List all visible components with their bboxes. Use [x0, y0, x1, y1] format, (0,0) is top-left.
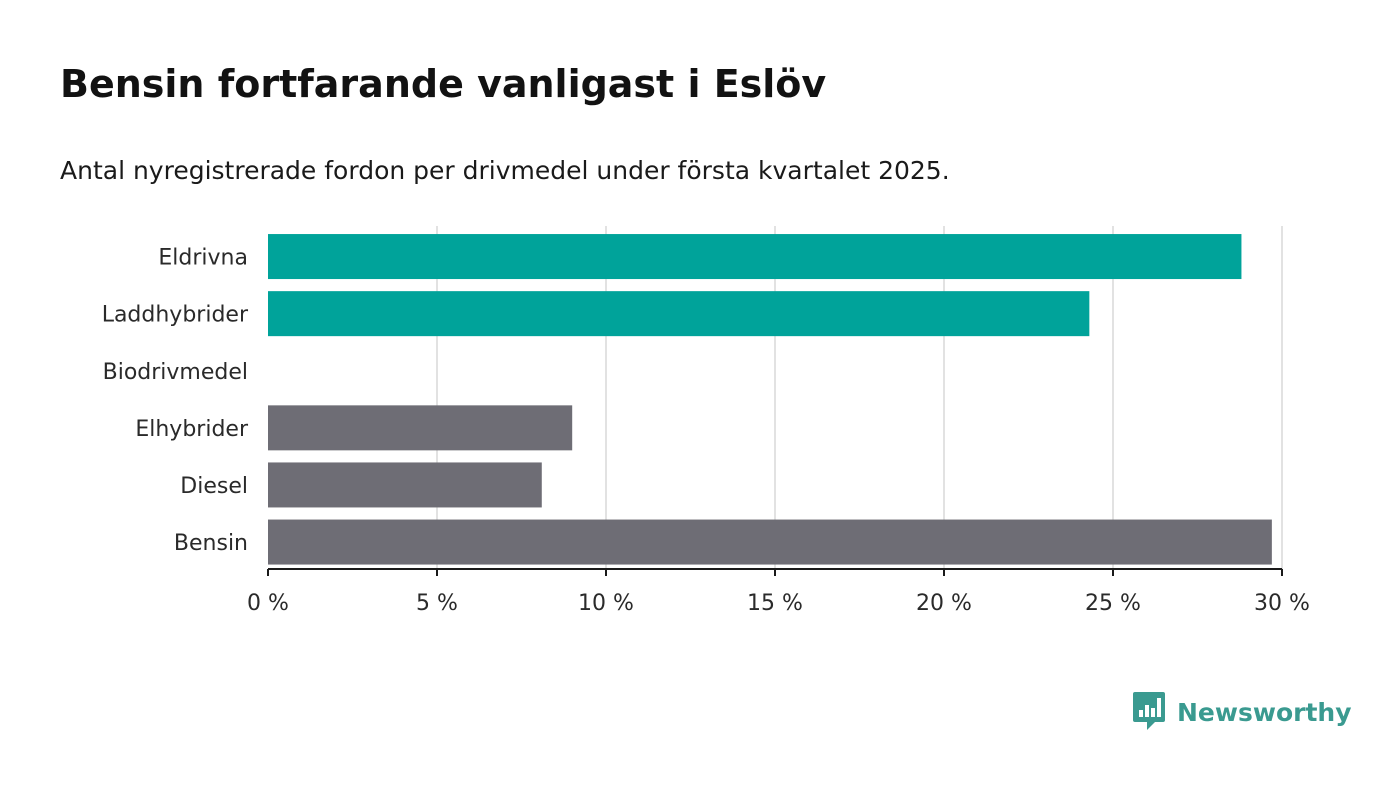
bar-bensin — [268, 519, 1272, 565]
x-tick-label: 25 % — [1085, 591, 1141, 616]
bar-eldrivna — [268, 234, 1242, 280]
bar-elhybrider — [268, 405, 573, 451]
bars — [268, 234, 1272, 565]
newsworthy-logo-icon — [1133, 692, 1165, 730]
chart-subtitle: Antal nyregistrerade fordon per drivmede… — [60, 156, 950, 185]
chart-title: Bensin fortfarande vanligast i Eslöv — [60, 62, 827, 106]
x-tick-label: 20 % — [916, 591, 972, 616]
x-tick-label: 0 % — [247, 591, 289, 616]
x-axis: 0 % 5 % 10 % 15 % 20 % 25 % 30 % — [247, 568, 1310, 616]
category-label: Laddhybrider — [102, 303, 249, 328]
brand-logo: Newsworthy — [1131, 690, 1352, 734]
category-label: Bensin — [174, 531, 248, 556]
category-label: Eldrivna — [158, 246, 248, 271]
bar-diesel — [268, 462, 542, 508]
grid-lines — [436, 226, 1283, 569]
bar-laddhybrider — [268, 291, 1090, 337]
category-label: Elhybrider — [135, 417, 249, 442]
category-label: Biodrivmedel — [103, 360, 248, 385]
x-tick-label: 30 % — [1254, 591, 1310, 616]
brand-name: Newsworthy — [1177, 697, 1352, 727]
category-label: Diesel — [180, 474, 248, 499]
x-tick-label: 10 % — [578, 591, 634, 616]
x-tick-label: 5 % — [416, 591, 458, 616]
x-tick-label: 15 % — [747, 591, 803, 616]
category-labels: Eldrivna Laddhybrider Biodrivmedel Elhybrid… — [102, 246, 249, 557]
